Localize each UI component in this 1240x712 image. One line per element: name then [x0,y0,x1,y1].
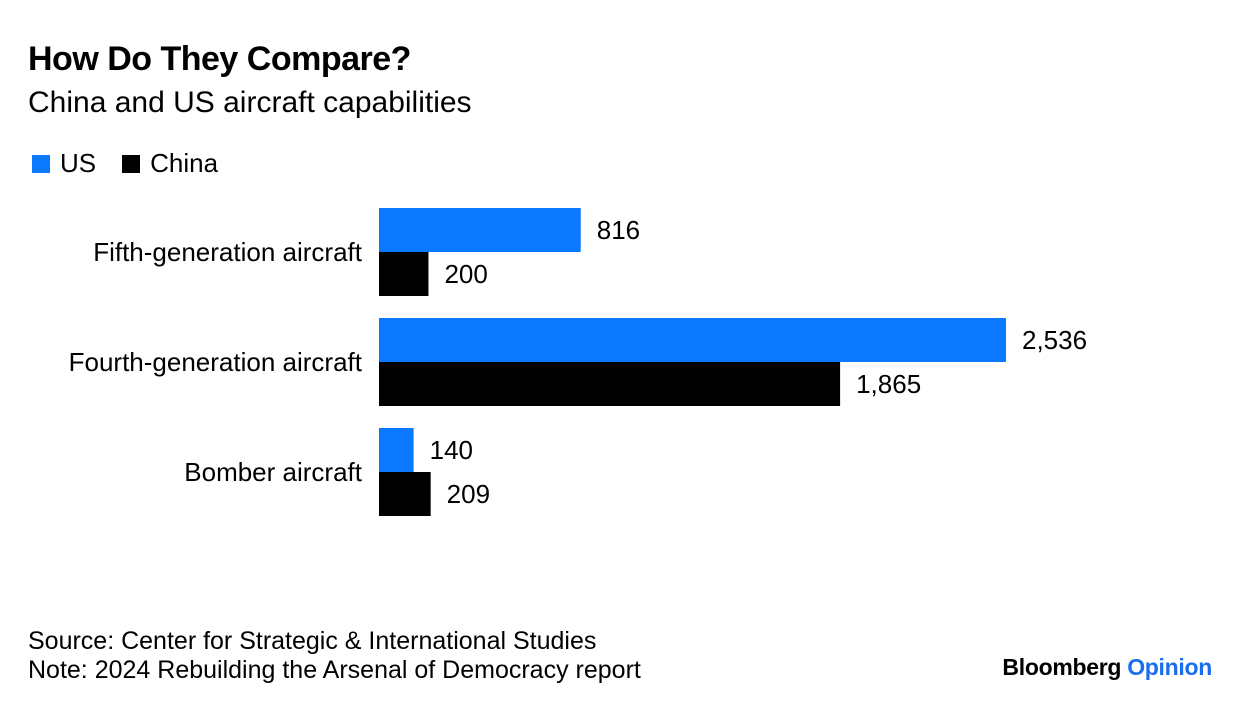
bar-us [379,428,414,472]
value-label-us: 140 [430,435,473,465]
value-label-us: 816 [597,215,640,245]
footer: Source: Center for Strategic & Internati… [28,627,641,685]
source-note: Source: Center for Strategic & Internati… [28,627,597,655]
brand-logo: Bloomberg Opinion [1002,654,1212,681]
bar-chart: Fifth-generation aircraft 816 200 Fourth-ge… [69,208,1087,516]
brand-name: Bloomberg [1002,654,1122,680]
legend-swatch-china [122,154,141,173]
bar-us [379,208,581,252]
chart-subtitle: China and US aircraft capabilities [28,86,472,119]
bar-us [379,318,1006,362]
legend-swatch-us [32,154,50,173]
chart-title: How Do They Compare? [28,40,411,78]
value-label-china: 209 [447,479,490,509]
legend: US China [32,148,244,179]
legend-label-china: China [150,148,219,178]
legend-label-us: US [60,148,97,178]
category-label: Fourth-generation aircraft [69,347,363,377]
category-label: Fifth-generation aircraft [93,237,363,267]
legend-item-china: China [122,148,218,179]
value-label-china: 1,865 [856,369,921,399]
report-note: Note: 2024 Rebuilding the Arsenal of Dem… [28,656,641,684]
value-label-us: 2,536 [1022,325,1087,355]
bar-china [379,252,429,296]
bar-china [379,362,841,406]
category-label: Bomber aircraft [184,457,362,487]
brand-section: Opinion [1127,654,1212,680]
legend-item-us: US [32,148,96,179]
bar-china [379,472,431,516]
value-label-china: 200 [444,259,487,289]
